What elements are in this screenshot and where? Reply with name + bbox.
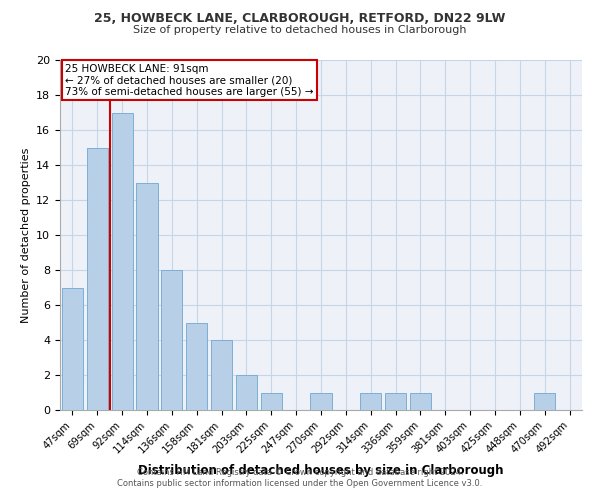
Text: 25, HOWBECK LANE, CLARBOROUGH, RETFORD, DN22 9LW: 25, HOWBECK LANE, CLARBOROUGH, RETFORD, … [94,12,506,26]
Bar [186,322,207,410]
Bar [385,392,406,410]
Y-axis label: Number of detached properties: Number of detached properties [20,148,31,322]
Bar [136,182,158,410]
Bar [236,375,257,410]
Text: Size of property relative to detached houses in Clarborough: Size of property relative to detached ho… [133,25,467,35]
Bar [211,340,232,410]
Bar [87,148,108,410]
Bar [310,392,332,410]
Bar [161,270,182,410]
X-axis label: Distribution of detached houses by size in Clarborough: Distribution of detached houses by size … [138,464,504,476]
Bar [410,392,431,410]
Bar [534,392,555,410]
Text: Contains HM Land Registry data © Crown copyright and database right 2024.
Contai: Contains HM Land Registry data © Crown c… [118,468,482,487]
Bar [360,392,381,410]
Bar [62,288,83,410]
Text: 25 HOWBECK LANE: 91sqm
← 27% of detached houses are smaller (20)
73% of semi-det: 25 HOWBECK LANE: 91sqm ← 27% of detached… [65,64,314,96]
Bar [112,112,133,410]
Bar [261,392,282,410]
